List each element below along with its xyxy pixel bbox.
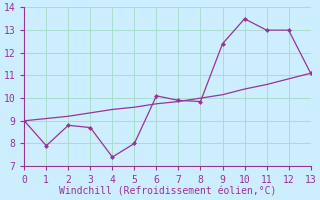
X-axis label: Windchill (Refroidissement éolien,°C): Windchill (Refroidissement éolien,°C) xyxy=(59,187,276,197)
